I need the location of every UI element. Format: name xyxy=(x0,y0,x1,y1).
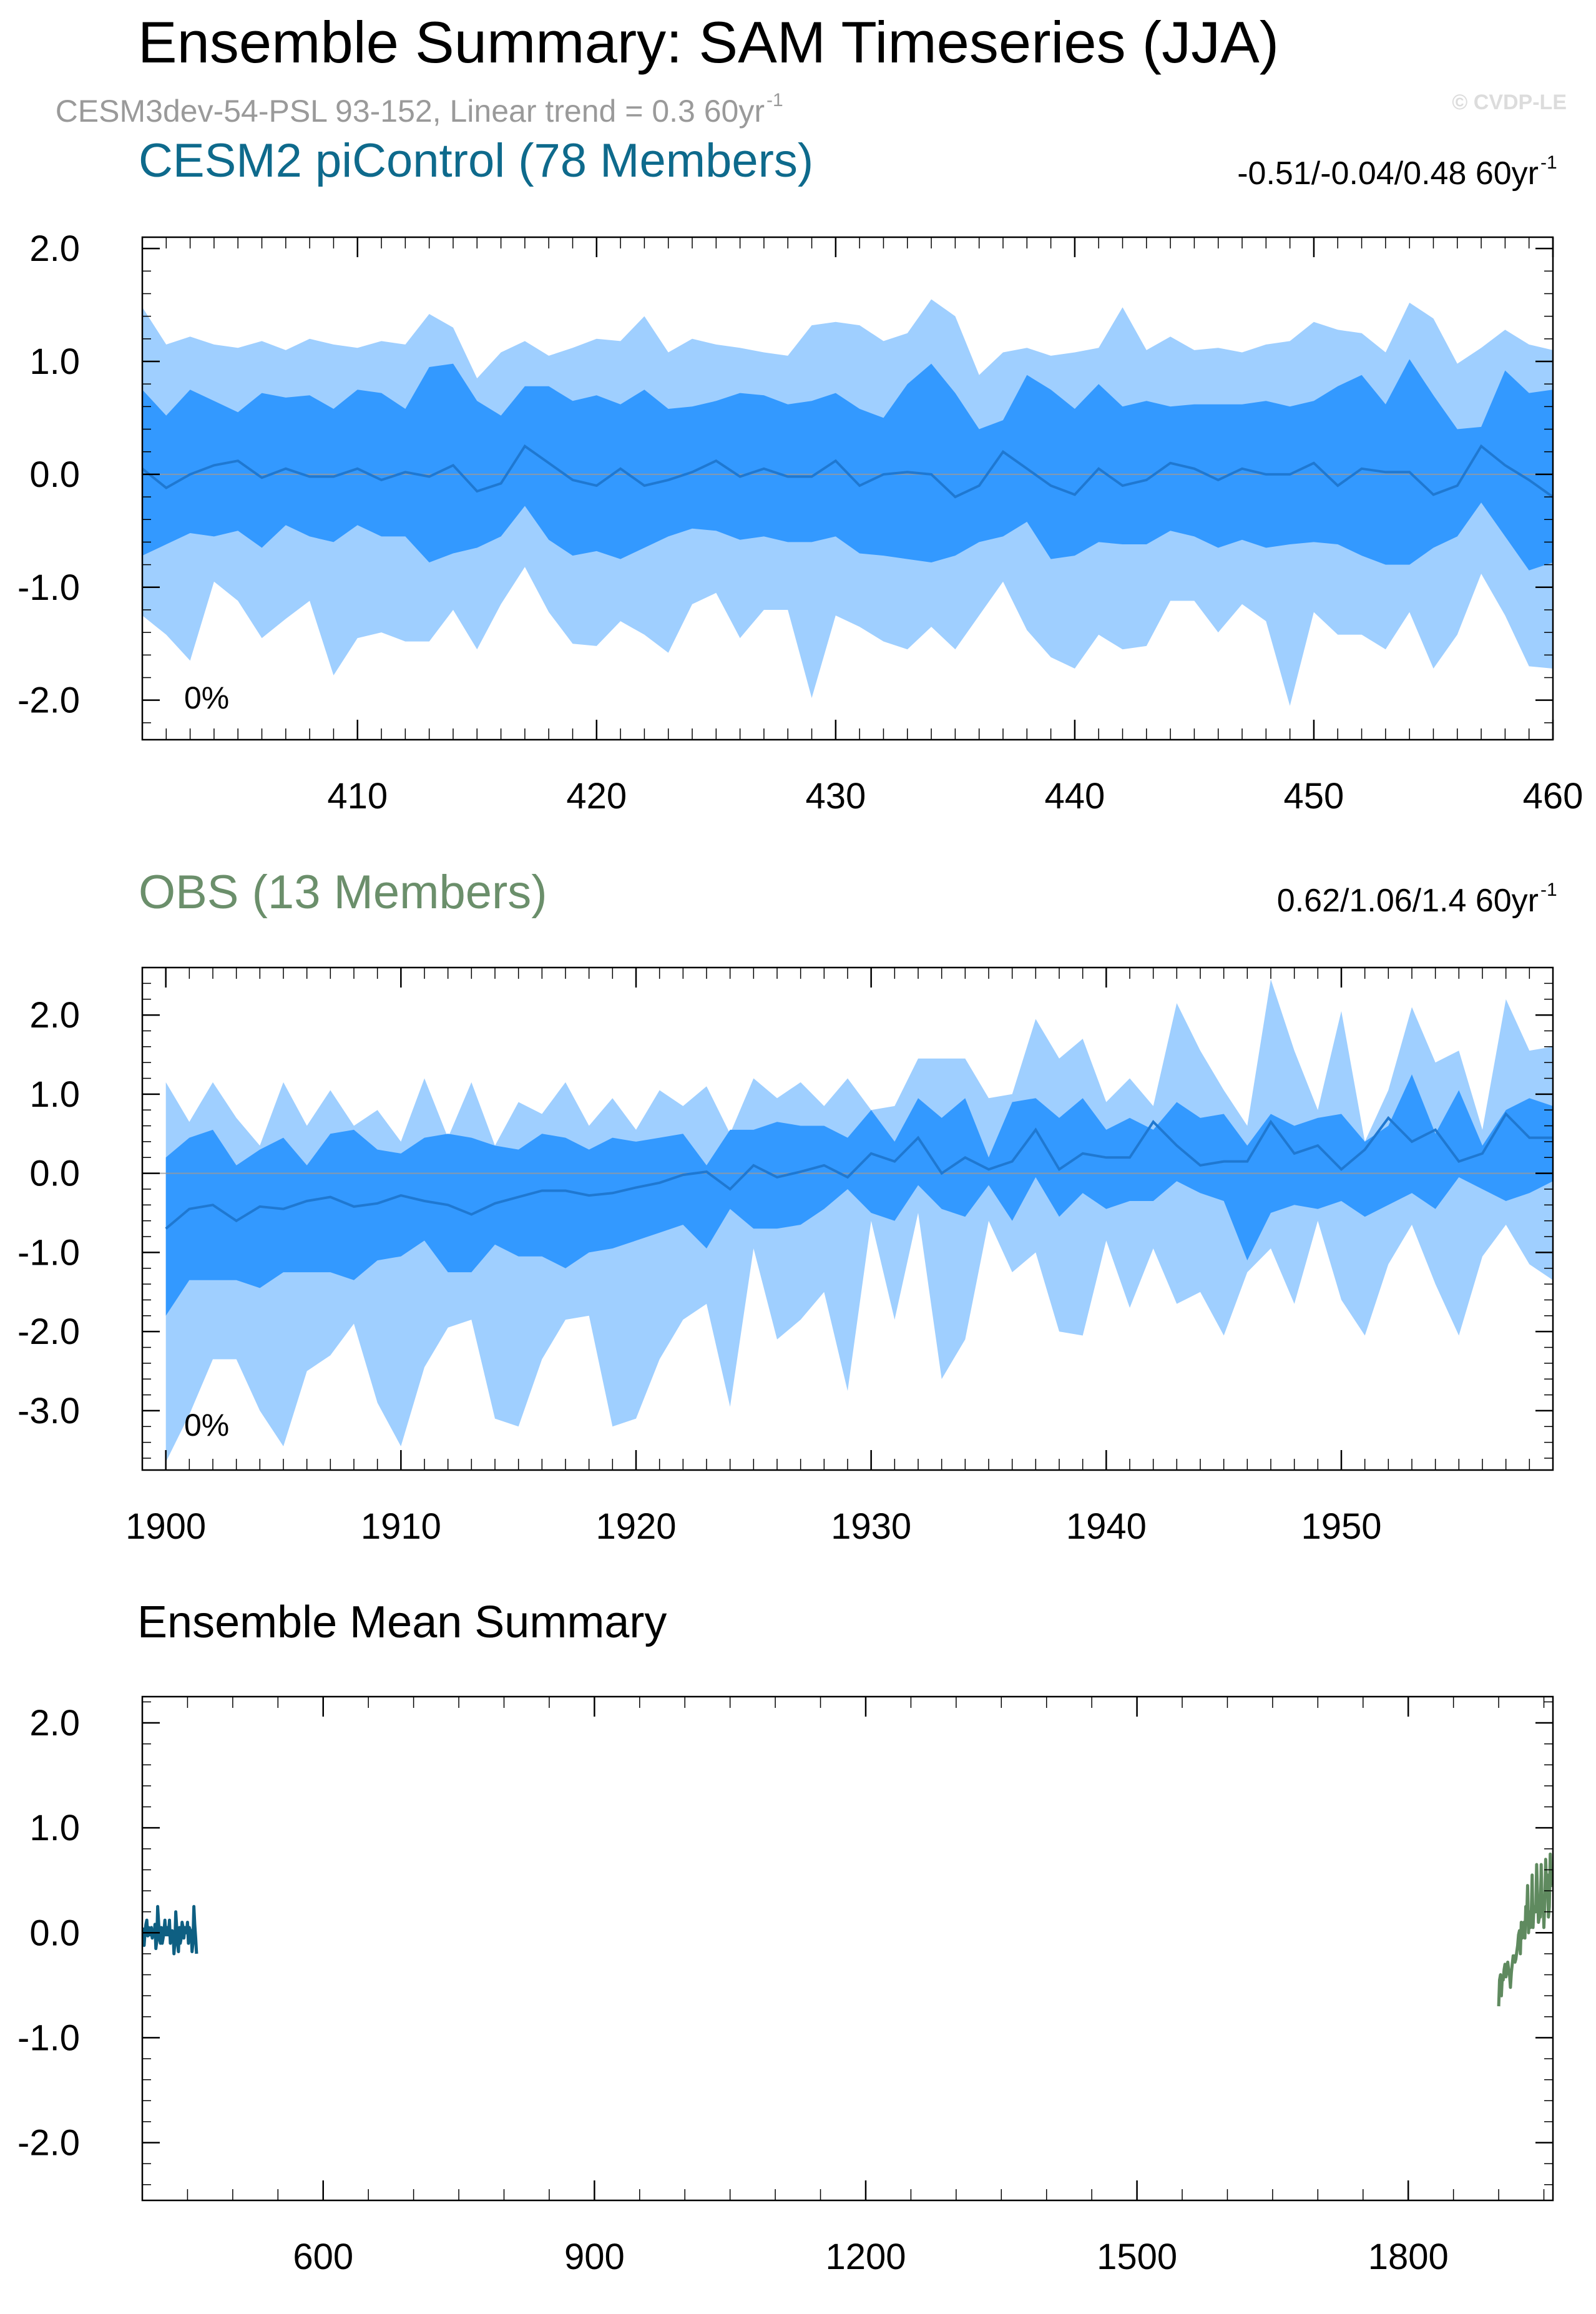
summary-x-tick-label: 1800 xyxy=(1368,2237,1449,2277)
summary-plot-frame xyxy=(141,1695,1554,2202)
obs-ensemble-mean-line xyxy=(165,1112,1553,1230)
cesm2-trend-label: -0.51/-0.04/0.48 60yr xyxy=(1237,155,1539,192)
cesm2-y-tick-label: 1.0 xyxy=(29,341,80,382)
obs-x-tick-label: 1940 xyxy=(1066,1506,1147,1547)
cesm2-percent-label: 0% xyxy=(184,680,229,715)
obs-plot-area: 1900 1910 1920 1930 1940 1950 -3.0 -2.0 -1.0 0.0 1… xyxy=(17,966,1554,1547)
obs-trend-label: 0.62/1.06/1.4 60yr xyxy=(1277,883,1539,919)
cesm2-plot-frame xyxy=(141,236,1554,741)
figure-title: Ensemble Summary: SAM Timeseries (JJA) xyxy=(138,9,1279,75)
obs-y-tick-label: -1.0 xyxy=(17,1232,80,1273)
obs-x-tick-label: 1910 xyxy=(361,1506,441,1547)
obs-p10-p90-band xyxy=(165,1074,1554,1316)
obs-x-tick-label: 1920 xyxy=(595,1506,676,1547)
obs-panel-title: OBS (13 Members) xyxy=(139,866,547,919)
summary-x-tick-label: 1200 xyxy=(825,2237,906,2277)
summary-y-tick-label: 1.0 xyxy=(29,1808,80,1848)
cesm2-x-tick-label: 410 xyxy=(327,776,388,816)
cesm2-picontrol-panel: CESM2 piControl (78 Members) -0.51/-0.04… xyxy=(17,134,1583,816)
cesm2-trend-superscript: -1 xyxy=(1540,152,1557,173)
summary-y-tick-label: -2.0 xyxy=(17,2123,80,2164)
watermark: © CVDP-LE xyxy=(1452,91,1567,114)
cesm2-y-tick-label: 0.0 xyxy=(29,454,80,495)
ensemble-mean-summary-panel: Ensemble Mean Summary 600 900 1200 1500 1800… xyxy=(17,1597,1554,2277)
obs-percent-label: 0% xyxy=(184,1408,229,1443)
summary-x-tick-label: 900 xyxy=(564,2237,625,2277)
summary-plot-area: 600 900 1200 1500 1800 -2.0 -1.0 0.0 1.0 2.0 xyxy=(17,1695,1554,2277)
obs-min-max-band xyxy=(165,979,1554,1463)
cesm2-p10-p90-band xyxy=(142,359,1553,571)
cesm2-y-tick-label: -1.0 xyxy=(17,567,80,608)
summary-y-tick-label: 2.0 xyxy=(29,1703,80,1743)
obs-x-tick-label: 1930 xyxy=(831,1506,911,1547)
figure-subtitle: CESM3dev-54-PSL 93-152, Linear trend = 0… xyxy=(56,94,765,129)
cesm2-x-tick-label: 450 xyxy=(1284,776,1344,816)
obs-y-tick-label: -3.0 xyxy=(17,1391,80,1431)
summary-y-tick-label: -1.0 xyxy=(17,2017,80,2058)
cesm2-summary-mean-line xyxy=(141,1905,198,1956)
cesm2-y-tick-label: -2.0 xyxy=(17,680,80,721)
summary-x-tick-label: 1500 xyxy=(1097,2237,1177,2277)
obs-summary-mean-line xyxy=(1497,1852,1553,2007)
figure-subtitle-superscript: -1 xyxy=(766,90,783,110)
cesm2-ensemble-mean-line xyxy=(141,444,1554,499)
obs-y-tick-label: 0.0 xyxy=(29,1154,80,1194)
cesm2-x-tick-label: 460 xyxy=(1523,776,1584,816)
cesm2-y-tick-label: 2.0 xyxy=(29,228,80,269)
obs-y-tick-label: -2.0 xyxy=(17,1311,80,1352)
obs-trend-superscript: -1 xyxy=(1540,880,1557,900)
summary-y-tick-label: 0.0 xyxy=(29,1913,80,1953)
cesm2-x-tick-label: 430 xyxy=(805,776,866,816)
obs-x-tick-label: 1900 xyxy=(125,1506,206,1547)
obs-y-tick-label: 2.0 xyxy=(29,995,80,1036)
cesm2-plot-area: 410 420 430 440 450 460 -2.0 -1.0 0.0 1.0 2.0 xyxy=(17,228,1583,816)
obs-panel: OBS (13 Members) 0.62/1.06/1.4 60yr -1 1… xyxy=(17,866,1557,1547)
summary-panel-title: Ensemble Mean Summary xyxy=(137,1597,667,1647)
obs-x-tick-label: 1950 xyxy=(1301,1506,1381,1547)
cesm2-x-tick-label: 440 xyxy=(1045,776,1105,816)
summary-x-tick-label: 600 xyxy=(293,2237,353,2277)
obs-y-tick-label: 1.0 xyxy=(29,1074,80,1115)
cesm2-x-tick-label: 420 xyxy=(566,776,627,816)
cesm2-panel-title: CESM2 piControl (78 Members) xyxy=(139,134,813,187)
